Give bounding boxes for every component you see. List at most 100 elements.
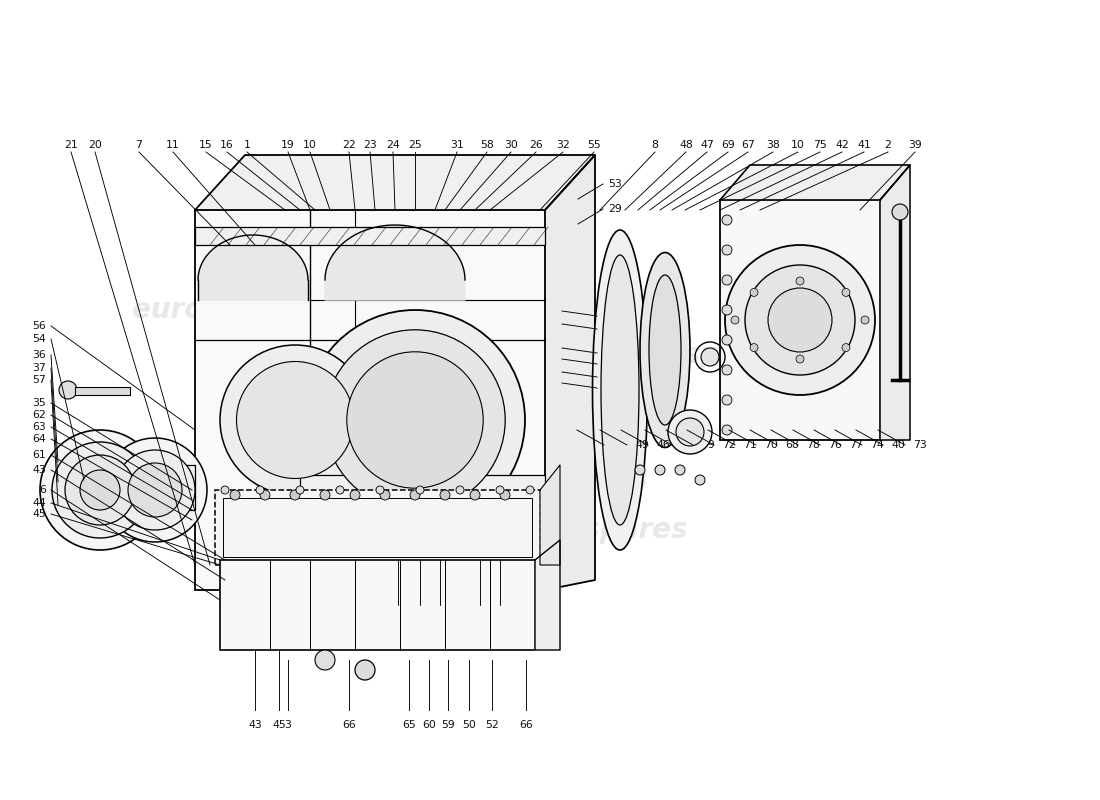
Text: 12: 12 <box>392 615 405 625</box>
Circle shape <box>526 486 534 494</box>
Text: 18: 18 <box>246 375 260 385</box>
Text: 10: 10 <box>791 140 805 150</box>
Circle shape <box>796 355 804 363</box>
Circle shape <box>296 486 304 494</box>
Text: 61: 61 <box>32 450 46 460</box>
Text: 58: 58 <box>480 140 494 150</box>
Ellipse shape <box>593 230 648 550</box>
Text: 29: 29 <box>608 204 622 214</box>
Bar <box>195 227 544 245</box>
Circle shape <box>221 486 229 494</box>
Circle shape <box>701 348 719 366</box>
Text: 50: 50 <box>462 720 476 730</box>
Text: 34: 34 <box>602 324 616 334</box>
Text: 57: 57 <box>32 375 46 385</box>
Circle shape <box>722 425 732 435</box>
Circle shape <box>260 490 270 500</box>
Text: 10: 10 <box>304 140 317 150</box>
Circle shape <box>750 343 758 351</box>
Circle shape <box>346 352 483 488</box>
Text: 39: 39 <box>909 140 922 150</box>
Text: 53: 53 <box>608 179 622 189</box>
Polygon shape <box>324 225 465 300</box>
Polygon shape <box>544 155 595 590</box>
Text: eurospares: eurospares <box>613 341 788 369</box>
Text: 65: 65 <box>403 720 416 730</box>
Text: 64: 64 <box>32 434 46 444</box>
Text: 6: 6 <box>40 485 46 495</box>
Text: 2: 2 <box>884 140 891 150</box>
Text: 74: 74 <box>870 440 883 450</box>
Text: 28: 28 <box>602 359 616 369</box>
Circle shape <box>290 490 300 500</box>
Circle shape <box>654 465 666 475</box>
Text: 75: 75 <box>813 140 827 150</box>
Polygon shape <box>540 465 560 565</box>
Circle shape <box>410 490 420 500</box>
Circle shape <box>416 486 424 494</box>
Circle shape <box>722 365 732 375</box>
Text: 9: 9 <box>680 440 686 450</box>
Text: 23: 23 <box>363 140 377 150</box>
Text: 5: 5 <box>602 372 609 382</box>
Text: 27: 27 <box>602 348 616 358</box>
Circle shape <box>668 410 712 454</box>
Circle shape <box>722 335 732 345</box>
Text: 36: 36 <box>32 350 46 360</box>
Text: 57: 57 <box>612 440 626 450</box>
Circle shape <box>675 465 685 475</box>
Text: 44: 44 <box>32 498 46 508</box>
Text: eurospares: eurospares <box>472 466 648 494</box>
Text: 55: 55 <box>587 140 601 150</box>
Text: 16: 16 <box>220 140 234 150</box>
Text: 69: 69 <box>722 140 735 150</box>
Text: 76: 76 <box>828 440 842 450</box>
Circle shape <box>722 275 732 285</box>
Circle shape <box>230 490 240 500</box>
Circle shape <box>376 486 384 494</box>
Circle shape <box>725 245 874 395</box>
Text: 78: 78 <box>806 440 820 450</box>
Text: 8: 8 <box>651 140 659 150</box>
Text: 52: 52 <box>473 615 487 625</box>
Text: 17: 17 <box>240 387 254 397</box>
Circle shape <box>500 490 510 500</box>
Text: 73: 73 <box>913 440 926 450</box>
Text: 70: 70 <box>764 440 778 450</box>
Text: 56: 56 <box>32 321 46 331</box>
Circle shape <box>355 660 375 680</box>
Text: 49: 49 <box>635 440 649 450</box>
Text: 60: 60 <box>422 720 436 730</box>
Circle shape <box>52 442 148 538</box>
Text: 59: 59 <box>441 720 455 730</box>
Circle shape <box>103 438 207 542</box>
Circle shape <box>116 450 195 530</box>
Bar <box>720 200 880 440</box>
Bar <box>300 475 544 500</box>
Text: 26: 26 <box>529 140 543 150</box>
Text: 4: 4 <box>602 383 609 393</box>
Circle shape <box>379 490 390 500</box>
Text: 43: 43 <box>32 465 46 475</box>
Circle shape <box>722 215 732 225</box>
Circle shape <box>320 490 330 500</box>
Text: 20: 20 <box>88 140 102 150</box>
Text: 40: 40 <box>891 440 905 450</box>
Circle shape <box>892 204 907 220</box>
Text: 19: 19 <box>282 140 295 150</box>
Circle shape <box>470 490 480 500</box>
Circle shape <box>796 277 804 285</box>
Text: 24: 24 <box>386 140 400 150</box>
Bar <box>214 490 540 565</box>
Circle shape <box>256 486 264 494</box>
Text: 47: 47 <box>700 140 714 150</box>
Circle shape <box>750 289 758 297</box>
Polygon shape <box>198 235 308 300</box>
Text: 48: 48 <box>679 140 693 150</box>
Circle shape <box>315 650 336 670</box>
Circle shape <box>336 486 344 494</box>
Circle shape <box>236 362 353 478</box>
Polygon shape <box>535 540 560 650</box>
Bar <box>160 465 195 510</box>
Text: 15: 15 <box>199 140 213 150</box>
